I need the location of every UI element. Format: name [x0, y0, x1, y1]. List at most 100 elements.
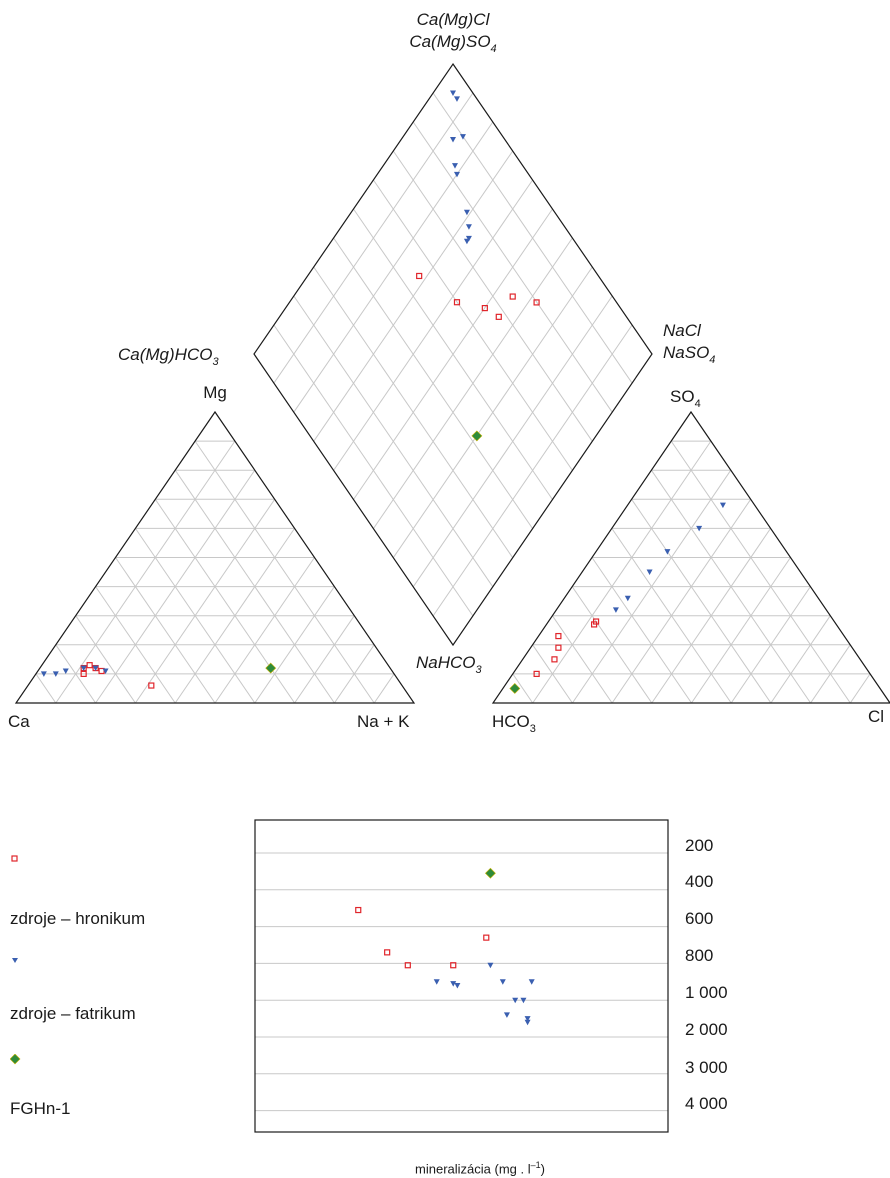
data-point: [92, 665, 99, 672]
corner-label-ca: Ca: [8, 712, 30, 731]
grid-line: [432, 324, 633, 617]
tick-label: 600: [685, 909, 714, 928]
grid-line: [849, 673, 871, 704]
data-point: [52, 671, 59, 677]
data-point: [528, 979, 535, 985]
tick-label: 400: [685, 872, 714, 891]
legend-marker-fatrikum-icon: [10, 955, 24, 975]
grid-line: [392, 150, 593, 442]
grid-line: [571, 586, 653, 704]
data-point: [646, 569, 653, 576]
grid-line: [532, 644, 573, 704]
data-point: [453, 171, 460, 178]
data-point: [454, 982, 461, 989]
diamond-frame: [253, 62, 653, 647]
grid-line: [154, 499, 296, 704]
grid-line: [611, 499, 752, 704]
diamond-label-bottom: NaHCO3: [416, 653, 483, 676]
grid-line: [353, 208, 553, 500]
grid-line: [35, 673, 57, 704]
grid-line: [214, 557, 315, 704]
data-point: [102, 668, 109, 674]
grid-line: [372, 237, 573, 529]
grid-line: [412, 121, 613, 413]
strip-frame: [254, 819, 669, 1133]
grid-line: [412, 295, 613, 588]
data-point: [509, 683, 521, 694]
grid-line: [372, 179, 573, 471]
corner-label-hco3: HCO3: [492, 712, 536, 735]
data-point: [404, 962, 411, 969]
triangle-frame: [14, 410, 416, 704]
grid-line: [512, 673, 534, 704]
data-point: [533, 299, 540, 306]
legend-marker-fghn-icon: [9, 1053, 24, 1073]
grid-line: [591, 557, 692, 704]
grid-line: [770, 615, 831, 704]
diamond-label-right-2: NaSO4: [663, 343, 715, 366]
data-point: [495, 313, 502, 320]
grid-line: [174, 469, 335, 704]
chart-grid: [35, 92, 871, 1112]
tick-label: 800: [685, 946, 714, 965]
grid-line: [551, 615, 613, 704]
data-point: [433, 979, 440, 985]
grid-line: [134, 499, 276, 704]
grid-line: [194, 440, 375, 704]
data-point: [664, 549, 671, 555]
data-point: [451, 163, 458, 169]
data-point: [509, 293, 516, 300]
grid-line: [95, 586, 176, 704]
data-point: [148, 682, 155, 689]
data-point: [459, 134, 466, 140]
grid-line: [75, 615, 136, 704]
data-point: [524, 1016, 531, 1022]
data-point: [355, 906, 362, 914]
grid-line: [631, 499, 772, 704]
grid-line: [55, 440, 236, 704]
x-axis-label-text: mineralizácia (mg . l: [415, 1161, 531, 1177]
data-point: [384, 949, 391, 956]
grid-line: [134, 528, 256, 704]
legend-marker-hronikum-icon: [10, 853, 24, 873]
data-point: [463, 238, 470, 245]
data-point: [483, 934, 490, 941]
data-point: [453, 299, 461, 306]
grid-line: [373, 673, 395, 704]
data-point: [450, 981, 457, 987]
data-point: [624, 595, 631, 602]
data-point: [450, 90, 456, 97]
diamond-label-top-1: Ca(Mg)Cl: [417, 10, 491, 29]
x-axis-label-tail: ): [540, 1161, 545, 1177]
corner-label-so4: SO4: [670, 387, 701, 410]
diamond-label-top-2: Ca(Mg)SO4: [409, 32, 496, 55]
diamond-label-left: Ca(Mg)HCO3: [118, 345, 219, 368]
data-point: [62, 668, 69, 674]
data-point: [40, 671, 47, 677]
grid-line: [611, 528, 732, 704]
grid-line: [432, 92, 633, 384]
corner-label-cl: Cl: [868, 707, 884, 726]
legend-label-fghn: FGHn-1: [10, 1099, 71, 1118]
data-point: [481, 305, 488, 312]
tick-label: 3 000: [685, 1058, 728, 1077]
x-axis-label: mineralizácia (mg . l–1): [330, 1160, 630, 1176]
data-point: [612, 607, 619, 613]
data-point: [484, 867, 496, 879]
data-point: [86, 662, 93, 669]
x-axis-label-sup: –1: [530, 1160, 541, 1170]
data-point: [465, 235, 472, 242]
grid-line: [294, 615, 355, 704]
data-point: [463, 209, 470, 216]
data-point: [471, 430, 483, 442]
data-point: [450, 137, 456, 143]
data-point: [512, 997, 519, 1004]
grid-line: [691, 557, 791, 704]
data-point: [416, 272, 423, 280]
tick-label: 2 000: [685, 1020, 728, 1039]
grid-line: [532, 440, 712, 704]
corner-label-mg: Mg: [203, 383, 227, 402]
data-point: [465, 224, 472, 230]
tick-label: 200: [685, 836, 714, 855]
